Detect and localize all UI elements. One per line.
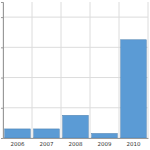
y-tick-mark [1, 138, 3, 139]
y-tick [1, 138, 3, 139]
separator [32, 2, 33, 138]
y-tick [1, 17, 3, 18]
x-tick: 2007 [40, 138, 54, 147]
y-tick-mark [1, 17, 3, 18]
plot: 2006 2007 2008 2009 2010 [1, 2, 149, 147]
bar [5, 129, 31, 138]
bars [5, 40, 147, 138]
x-tick: 2008 [69, 138, 83, 147]
y-tick-mark [1, 47, 3, 48]
separator [90, 2, 91, 138]
x-axis-line [4, 138, 149, 139]
y-tick [1, 47, 3, 48]
x-tick-label: 2008 [69, 141, 83, 147]
y-axis-line [1, 3, 4, 139]
y-tick-mark [1, 78, 3, 79]
y-grid [3, 17, 148, 138]
separator [119, 2, 120, 138]
bar [63, 115, 89, 138]
x-tick-label: 2010 [127, 141, 141, 147]
y-tick-mark [1, 108, 3, 109]
separator [61, 2, 62, 138]
x-tick: 2009 [98, 138, 112, 147]
y-axis [1, 3, 4, 139]
x-tick: 2010 [127, 138, 141, 147]
y-tick [1, 108, 3, 109]
x-tick-label: 2007 [40, 141, 54, 147]
separator [148, 2, 149, 138]
x-axis: 2006 2007 2008 2009 2010 [4, 138, 149, 147]
x-tick: 2006 [11, 138, 25, 147]
x-tick-label: 2006 [11, 141, 25, 147]
x-separators [3, 2, 148, 138]
bar [34, 129, 60, 138]
chart: 2006 2007 2008 2009 2010 [0, 0, 150, 150]
bar [92, 133, 118, 138]
y-tick [1, 78, 3, 79]
grid-line [3, 17, 148, 18]
x-tick-label: 2009 [98, 141, 112, 147]
bar [121, 40, 147, 138]
